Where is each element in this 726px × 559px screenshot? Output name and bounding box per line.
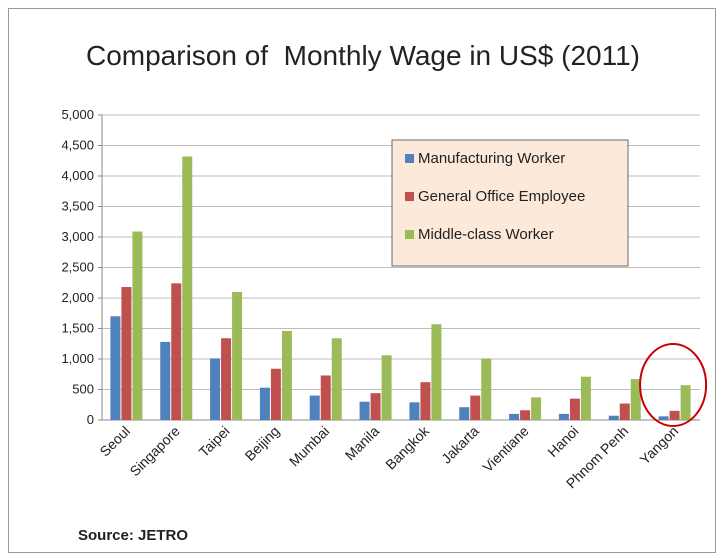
bar [309,395,320,420]
bar [409,402,420,420]
bar [160,341,171,420]
highlight-annotation [639,343,708,427]
legend-label: Middle-class Worker [418,226,554,243]
chart-title: Comparison of Monthly Wage in US$ (2011) [85,40,641,71]
bar [232,291,243,420]
bar [182,156,193,421]
bar [470,395,481,420]
y-tick-label: 1,000 [61,351,94,366]
bar [320,375,331,420]
x-tick-label: Hanoi [544,423,581,460]
bar [569,398,580,420]
legend-swatch [405,192,414,201]
y-tick-label: 3,000 [61,229,94,244]
bar [132,231,143,420]
bar [331,338,342,420]
bar [110,316,121,420]
legend-box [391,139,629,267]
bar [680,385,691,420]
bar [210,358,221,420]
legend-swatch [405,230,414,239]
bar [531,397,542,420]
bar [658,416,669,420]
x-tick-label: Bangkok [382,422,433,473]
y-tick-label: 5,000 [61,107,94,122]
x-tick-label: Taipei [196,423,233,460]
y-axis-ticks: 0 500 1,000 1,500 2,000 2,500 3,000 3,500 4,000 4… [61,107,94,427]
y-tick-label: 500 [72,382,94,397]
bar [381,355,392,420]
legend-label: General Office Employee [418,188,585,205]
x-tick-label: Jakarta [438,423,482,467]
legend-swatch [405,154,414,163]
bar [520,410,531,420]
x-tick-label: Manila [342,423,383,464]
bar [669,410,680,420]
x-tick-label: Singapore [126,423,183,480]
bar [558,413,569,420]
y-tick-label: 2,500 [61,260,94,275]
x-tick-label: Mumbai [286,423,333,470]
highlight-circle [639,343,708,427]
bar [171,283,182,420]
bar [509,413,520,420]
bar [608,415,619,420]
bar [121,287,132,420]
y-tick-label: 0 [87,412,94,427]
bar [359,401,370,420]
y-tick-label: 4,000 [61,168,94,183]
source-note: Source: JETRO [78,527,189,544]
y-tick-label: 3,500 [61,199,94,214]
legend-label: Manufacturing Worker [418,150,565,167]
bar [281,330,292,420]
x-tick-label: Vientiane [479,423,532,476]
bar [370,393,381,420]
x-tick-label: Yangon [636,423,681,468]
bar [481,358,492,420]
bar [221,338,232,420]
bar [459,407,470,420]
chart-frame [8,8,716,553]
bar [259,387,270,420]
bar [619,403,630,420]
bar [580,376,591,420]
y-tick-label: 1,500 [61,321,94,336]
y-tick-label: 2,000 [61,290,94,305]
bar [270,368,281,420]
x-tick-label: Seoul [96,423,133,460]
bar [431,324,442,420]
bar [420,382,431,420]
legend: Manufacturing Worker General Office Emplo… [391,139,629,267]
bars [110,156,691,421]
x-tick-label: Beijing [242,423,283,464]
bar [630,379,641,420]
y-tick-label: 4,500 [61,138,94,153]
